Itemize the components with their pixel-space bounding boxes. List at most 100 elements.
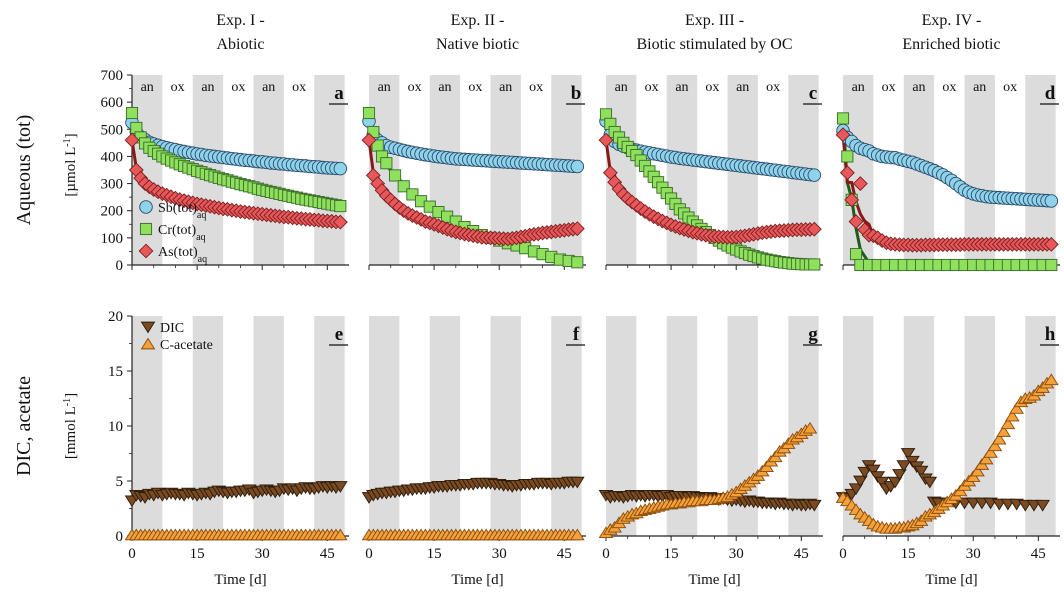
data-point (970, 464, 985, 477)
data-point (839, 165, 855, 181)
data-point (965, 497, 981, 510)
data-point (1000, 498, 1016, 511)
data-point (835, 127, 851, 143)
anaerobic-phase-band (1025, 75, 1056, 265)
legend-label: As(tot)aq (158, 245, 207, 265)
data-point (802, 421, 818, 434)
data-point (991, 498, 1007, 511)
data-point (957, 497, 972, 510)
panel-f: 0 15 30 45 Time [d] f (361, 316, 586, 588)
fit-curve (841, 129, 1052, 203)
data-point (333, 528, 348, 541)
data-point (807, 168, 822, 182)
data-point (844, 192, 860, 208)
y-axis-title: Aqueous (tot) (13, 115, 35, 226)
data-point (397, 180, 410, 193)
data-point (380, 157, 393, 170)
phase-label: an (675, 80, 688, 95)
data-point (848, 483, 864, 496)
anaerobic-phase-band (253, 316, 284, 536)
x-tick-label: 30 (492, 546, 507, 562)
x-tick-label: 30 (255, 546, 270, 562)
phase-label: ox (529, 80, 543, 95)
x-tick-label: 15 (427, 546, 442, 562)
legend-marker (140, 321, 156, 334)
data-point (1045, 258, 1058, 272)
data-point (852, 176, 868, 192)
legend-label: Sb(tot)aq (158, 201, 206, 221)
phase-label: an (973, 80, 986, 95)
data-point (900, 448, 916, 460)
legend-label: DIC (160, 321, 184, 336)
y-tick-label: 200 (101, 204, 124, 220)
data-point (334, 200, 347, 213)
data-point (124, 132, 140, 148)
data-point (1004, 409, 1020, 422)
legend-marker (139, 200, 153, 214)
phase-label: ox (171, 80, 185, 95)
data-point (849, 248, 863, 261)
data-point (570, 159, 585, 174)
anaerobic-phase-band (314, 316, 345, 536)
data-point (841, 150, 854, 163)
legend-label: Cr(tot)aq (158, 223, 206, 243)
phase-label: ox (766, 80, 780, 95)
y-tick-label: 600 (101, 95, 124, 111)
x-tick-label: 30 (966, 546, 981, 562)
data-point (896, 460, 912, 472)
column-title: Biotic stimulated by OC (637, 36, 793, 53)
data-point (836, 112, 850, 125)
data-point (1044, 373, 1059, 386)
legend-marker (138, 243, 154, 259)
panel-letter: d (1045, 83, 1056, 104)
y-tick-label: 0 (116, 258, 124, 274)
data-point (996, 425, 1011, 437)
anaerobic-phase-band (490, 316, 521, 536)
phase-label: an (201, 80, 214, 95)
x-tick-label: 15 (190, 546, 205, 562)
data-point (991, 432, 1007, 445)
data-point (333, 481, 348, 493)
data-point (974, 497, 990, 510)
data-point (1009, 402, 1024, 414)
y-tick-label: 300 (101, 177, 124, 193)
panel-d: an ox an ox an ox d Exp. IV - Enriched biotic (835, 12, 1060, 272)
column-title: Exp. III - (685, 12, 744, 29)
data-point (892, 469, 907, 481)
phase-label: an (615, 80, 628, 95)
y-axis-unit: [µmol L-1] (62, 133, 80, 196)
data-point (1044, 194, 1059, 208)
data-point (388, 169, 402, 182)
column-title: Enriched biotic (902, 36, 1000, 53)
data-point (333, 161, 348, 176)
data-point (598, 132, 614, 148)
x-tick-label: 30 (729, 546, 744, 562)
x-axis-label: Time [d] (925, 572, 977, 588)
phase-label: ox (231, 80, 245, 95)
phase-label: an (141, 80, 154, 95)
y-tick-label: 20 (108, 309, 123, 325)
data-point (853, 475, 868, 488)
anaerobic-phase-band (429, 316, 461, 536)
data-point (922, 476, 938, 489)
data-point (1000, 417, 1016, 430)
column-title: Native biotic (436, 36, 519, 53)
anaerobic-phase-band (903, 316, 935, 536)
legend-label: C-acetate (160, 338, 213, 353)
y-tick-label: 400 (101, 149, 124, 165)
y-tick-label: 700 (101, 68, 124, 84)
panel-letter: f (573, 324, 580, 345)
data-point (362, 106, 376, 120)
data-point (571, 256, 584, 269)
phase-label: an (378, 80, 391, 95)
y-tick-label: 500 (101, 122, 124, 138)
phase-label: ox (882, 80, 896, 95)
x-tick-label: 0 (365, 546, 373, 562)
phase-label: an (499, 80, 512, 95)
column-title: Exp. IV - (922, 12, 982, 29)
phase-label: an (736, 80, 749, 95)
panel-h: 0 15 30 45 Time [d] h (835, 316, 1060, 588)
x-tick-label: 15 (664, 546, 679, 562)
panel-letter: b (571, 83, 582, 104)
x-tick-label: 0 (128, 546, 136, 562)
